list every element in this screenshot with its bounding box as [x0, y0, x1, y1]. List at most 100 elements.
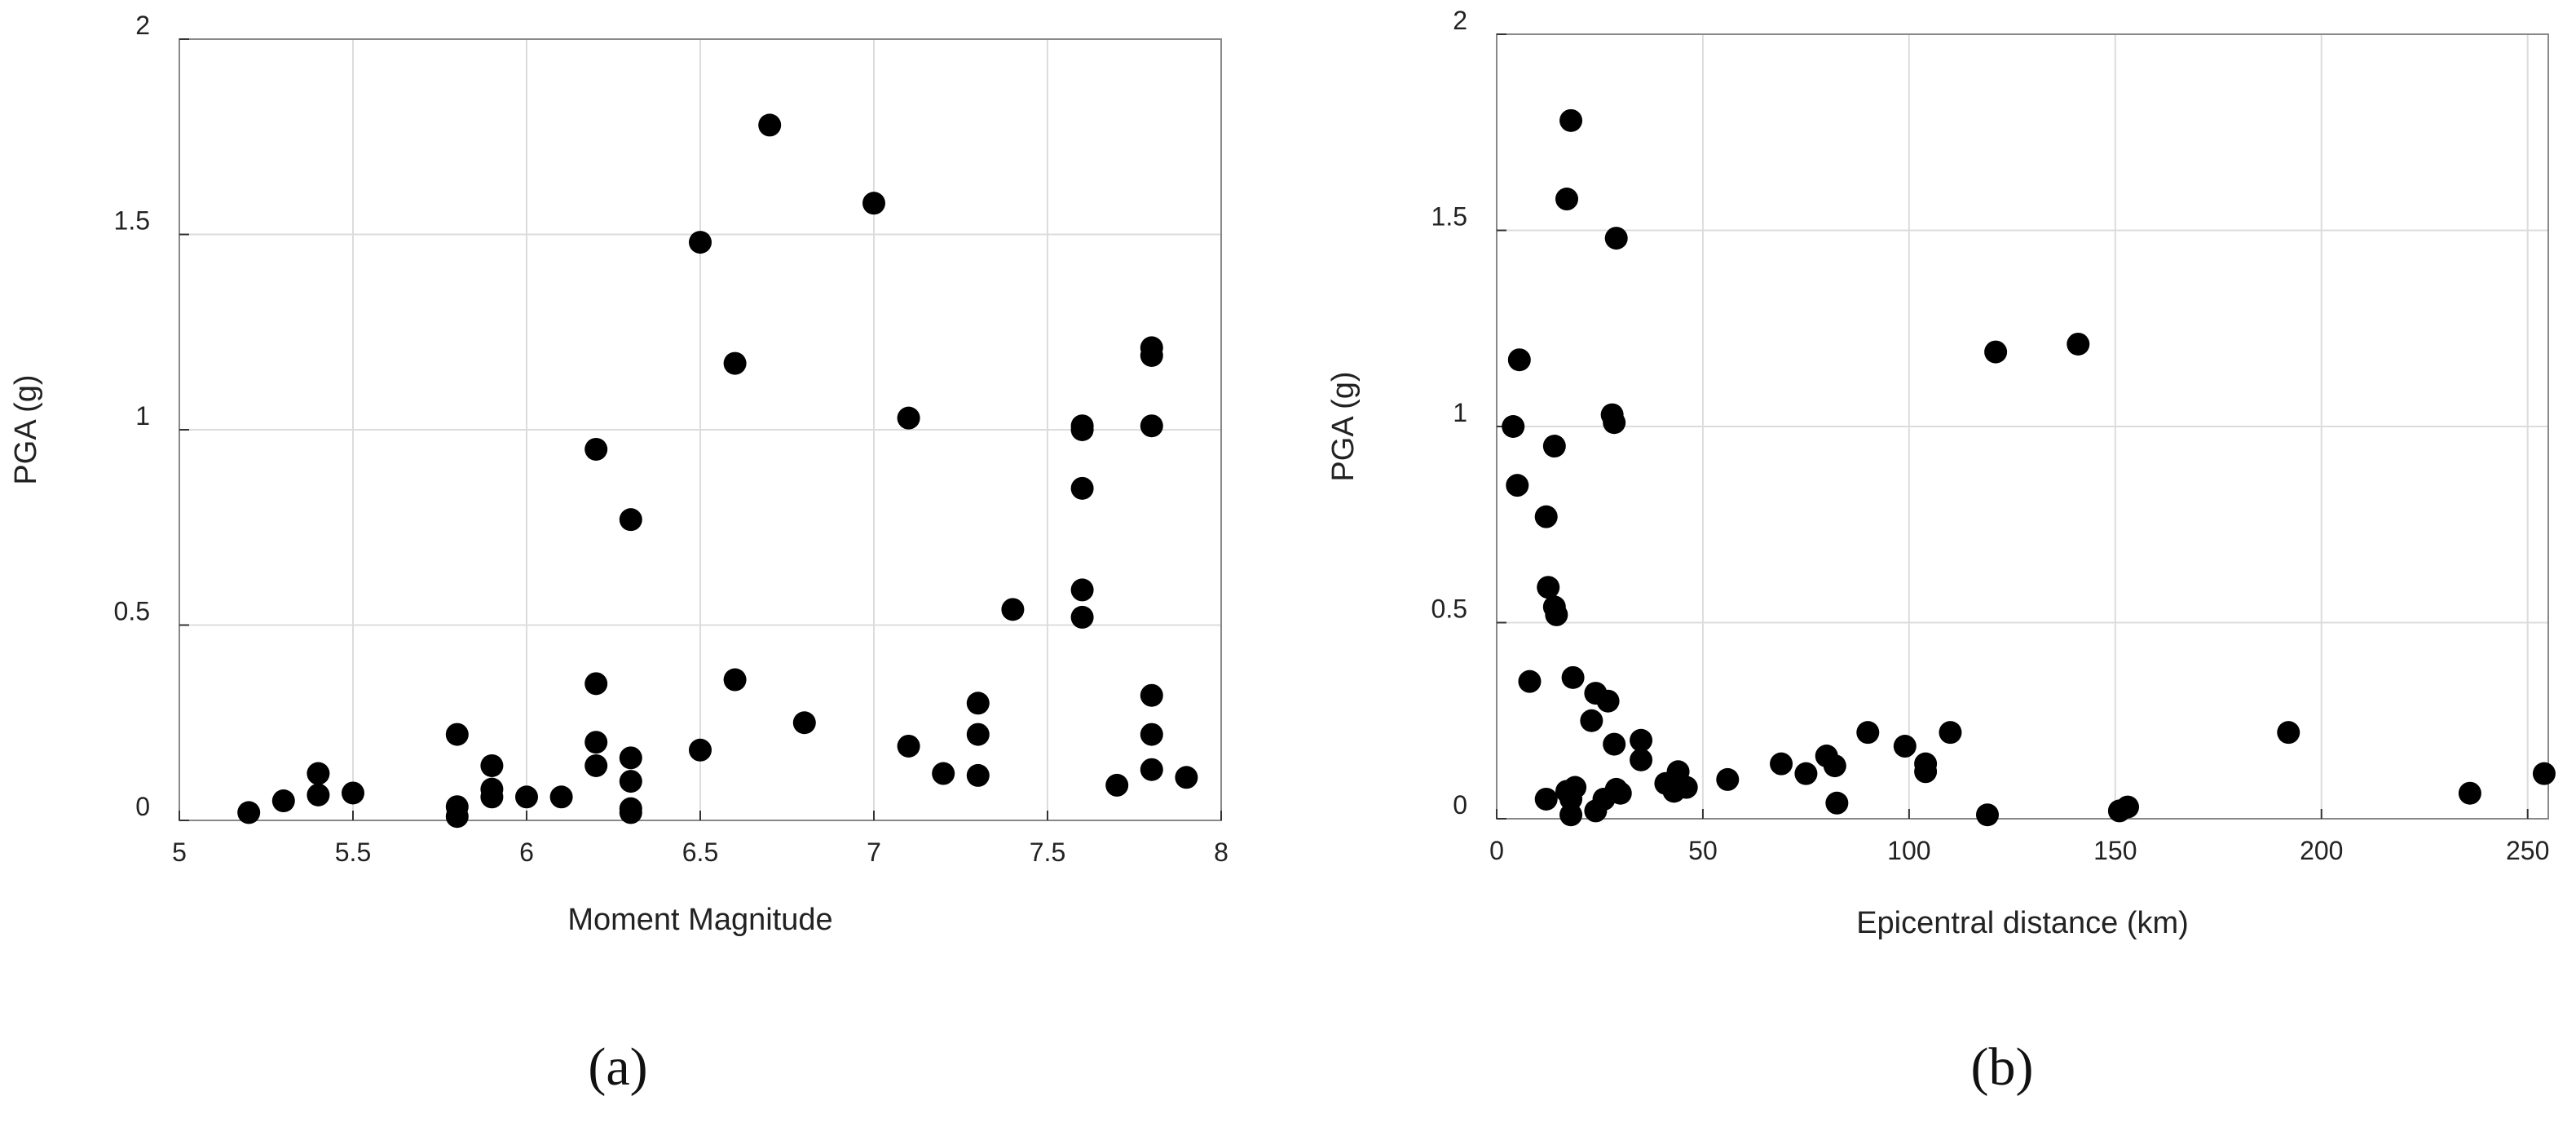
data-point: [966, 692, 990, 715]
x-tick-label: 200: [2300, 836, 2343, 865]
data-point: [1506, 474, 1529, 497]
chart-panel-b: 0 50 100 150 200 250 0 0.5 1 1.5 2 Epicentral dista…: [1326, 6, 2556, 1097]
x-axis-label: Epicentral distance (km): [1856, 906, 2189, 940]
data-point: [1794, 762, 1818, 785]
data-point: [584, 672, 608, 696]
data-point: [480, 785, 504, 809]
data-point: [1175, 766, 1198, 789]
data-point: [1140, 758, 1163, 781]
data-point: [2067, 332, 2090, 356]
y-tick-label: 0.5: [1431, 594, 1467, 624]
data-point: [723, 351, 747, 375]
x-axis-label: Moment Magnitude: [567, 903, 832, 937]
x-tick-label: 7.5: [1030, 838, 1065, 867]
x-tick-label: 150: [2093, 836, 2137, 865]
data-point: [1561, 665, 1585, 689]
data-point: [1070, 476, 1094, 500]
data-point: [237, 801, 261, 824]
y-tick-label: 0: [1453, 790, 1467, 820]
data-point: [549, 785, 573, 809]
y-tick-label: 2: [1453, 6, 1467, 35]
data-point: [584, 731, 608, 754]
data-point: [2116, 795, 2139, 819]
data-point: [689, 738, 712, 762]
data-point: [1140, 723, 1163, 746]
data-point: [1976, 803, 1999, 827]
data-point: [1564, 776, 1587, 799]
panel-caption: (a): [588, 1037, 647, 1097]
data-point: [1914, 760, 1938, 784]
data-point: [1559, 803, 1583, 827]
data-point: [1070, 418, 1094, 441]
x-tick-label: 5: [172, 838, 187, 867]
data-point: [1534, 787, 1558, 811]
panel-caption: (b): [1971, 1037, 2034, 1097]
data-point: [1580, 709, 1603, 732]
data-point: [619, 801, 642, 824]
y-tick-label: 2: [135, 11, 150, 40]
data-point: [758, 113, 782, 137]
data-point: [1140, 414, 1163, 438]
data-point: [689, 231, 712, 254]
data-point: [966, 763, 990, 787]
data-point: [480, 754, 504, 777]
data-point: [2458, 781, 2481, 805]
data-point: [2277, 721, 2300, 745]
data-point: [897, 734, 920, 758]
data-point: [584, 437, 608, 461]
data-point: [1608, 781, 1632, 805]
data-point: [619, 770, 642, 793]
data-point: [307, 762, 330, 785]
data-point: [619, 746, 642, 770]
data-point: [1555, 188, 1578, 211]
x-tick-label: 250: [2506, 836, 2549, 865]
y-tick-label: 1.5: [114, 206, 150, 236]
data-point: [792, 711, 816, 735]
data-point: [1559, 108, 1583, 132]
data-point: [1893, 735, 1917, 758]
data-point: [1770, 752, 1793, 776]
x-tick-label: 7: [867, 838, 881, 867]
data-point: [1070, 578, 1094, 602]
data-point: [1603, 732, 1626, 756]
data-point: [862, 192, 885, 215]
y-tick-label: 1: [1453, 398, 1467, 427]
data-point: [1542, 435, 1566, 458]
data-point: [1984, 340, 2008, 364]
y-axis-label: PGA (g): [1326, 371, 1361, 481]
data-point: [1070, 605, 1094, 629]
data-point: [1534, 505, 1558, 528]
data-point: [1518, 670, 1542, 693]
data-point: [1001, 598, 1025, 621]
data-point: [1856, 721, 1880, 745]
data-point: [2532, 762, 2556, 785]
x-tick-label: 0: [1489, 836, 1504, 865]
data-point: [1140, 343, 1163, 367]
y-tick-label: 1.5: [1431, 202, 1467, 232]
data-point: [515, 785, 538, 809]
y-tick-label: 1: [135, 401, 150, 431]
data-point: [1630, 748, 1653, 771]
data-point: [1825, 791, 1849, 815]
data-point: [1105, 773, 1129, 797]
data-point: [723, 668, 747, 692]
data-point: [1716, 767, 1740, 791]
x-tick-label: 5.5: [335, 838, 371, 867]
data-point: [1537, 576, 1560, 599]
data-point: [1596, 689, 1620, 713]
y-axis-label: PGA (g): [9, 374, 43, 484]
data-point: [1823, 754, 1846, 778]
data-point: [584, 754, 608, 777]
x-tick-label: 100: [1887, 836, 1930, 865]
data-point: [1630, 728, 1653, 752]
data-point: [1507, 348, 1531, 372]
y-tick-label: 0: [135, 792, 150, 821]
data-point: [966, 723, 990, 746]
data-point: [1939, 721, 1962, 745]
data-point: [1545, 603, 1568, 626]
chart-panel-a: 5 5.5 6 6.5 7 7.5 8 0 0.5 1 1.5 2 Moment Magnitude PG…: [9, 11, 1228, 1097]
data-point: [1604, 227, 1628, 250]
data-point: [1140, 683, 1163, 707]
data-point: [1603, 411, 1626, 435]
